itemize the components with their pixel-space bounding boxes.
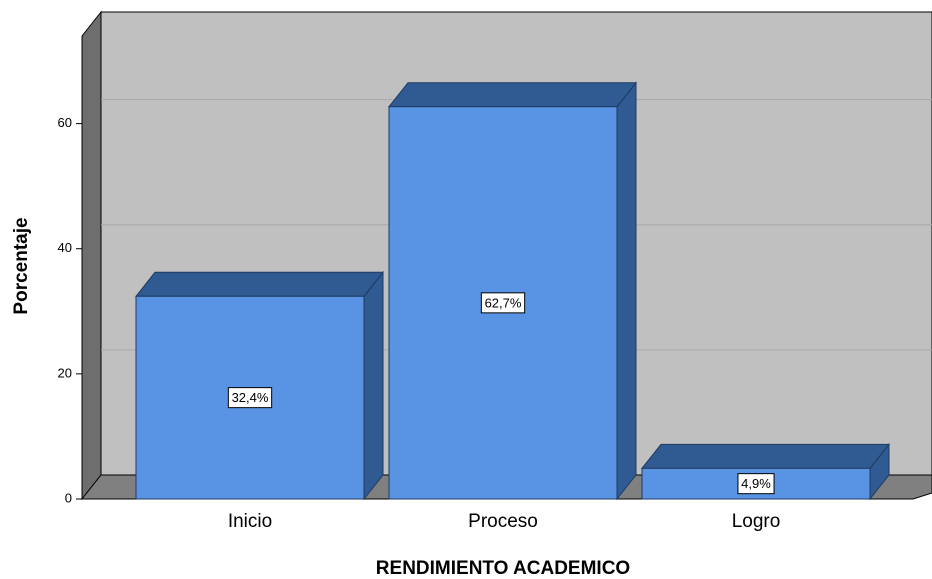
y-tick-label: 60 xyxy=(58,115,72,130)
x-tick-label: Logro xyxy=(732,511,781,532)
bar-side xyxy=(616,81,637,501)
bar-side xyxy=(363,270,384,501)
bar-top xyxy=(640,443,891,469)
y-tick-label: 0 xyxy=(65,490,72,505)
y-tick-label: 20 xyxy=(58,365,72,380)
side-wall xyxy=(81,10,102,501)
x-tick-label: Proceso xyxy=(468,511,538,532)
y-axis-title: Porcentaje xyxy=(11,217,32,314)
bar-top xyxy=(134,271,385,297)
value-label: 4,9% xyxy=(741,476,771,491)
x-axis-title: RENDIMIENTO ACADEMICO xyxy=(376,558,630,579)
bar-top xyxy=(387,82,638,108)
value-label-box xyxy=(227,387,273,409)
value-label: 62,7% xyxy=(485,295,522,310)
value-label: 32,4% xyxy=(232,390,269,405)
value-label-box xyxy=(480,292,526,314)
y-tick-label: 40 xyxy=(58,240,72,255)
x-tick-label: Inicio xyxy=(228,511,272,532)
value-label-box xyxy=(737,473,775,495)
